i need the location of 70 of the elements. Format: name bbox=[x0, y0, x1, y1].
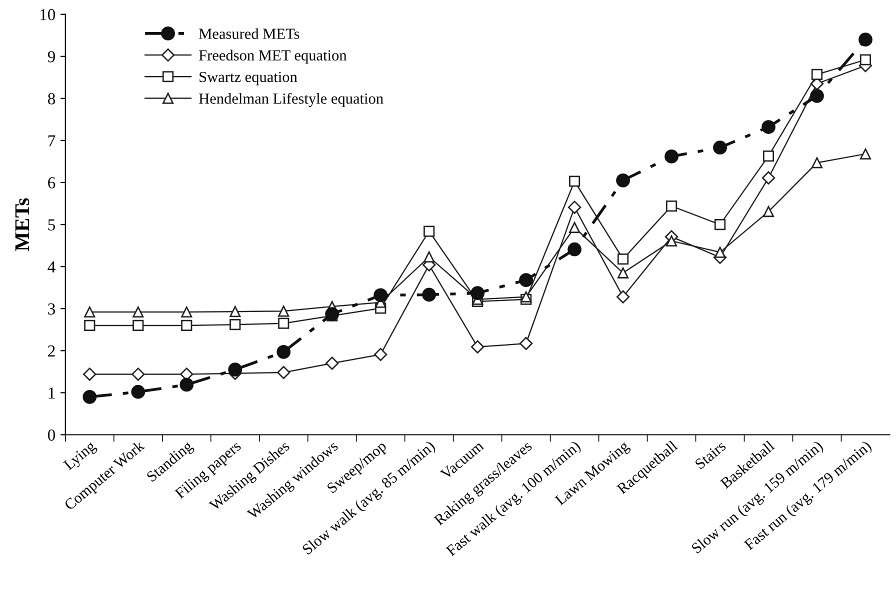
point bbox=[374, 348, 388, 362]
point bbox=[230, 319, 241, 330]
point bbox=[278, 306, 290, 317]
point bbox=[713, 140, 727, 155]
point bbox=[664, 150, 678, 164]
point bbox=[762, 120, 776, 134]
point bbox=[617, 253, 629, 265]
point bbox=[325, 307, 340, 322]
y-tick-label: 6 bbox=[48, 177, 56, 188]
point bbox=[131, 384, 146, 399]
point bbox=[422, 288, 436, 302]
point bbox=[858, 32, 872, 47]
point bbox=[424, 251, 435, 262]
point bbox=[470, 340, 484, 354]
legend-label: Measured METs bbox=[199, 28, 300, 39]
y-tick-label: 0 bbox=[48, 429, 56, 441]
point bbox=[616, 173, 630, 188]
point bbox=[82, 390, 97, 404]
point bbox=[374, 288, 388, 302]
point bbox=[714, 218, 726, 230]
point bbox=[181, 306, 192, 318]
y-tick-label: 5 bbox=[48, 219, 56, 230]
point bbox=[762, 150, 774, 162]
point bbox=[520, 291, 532, 302]
y-tick-label: 2 bbox=[48, 345, 55, 356]
y-axis-title: METs bbox=[15, 198, 30, 252]
y-tick-label: 10 bbox=[40, 9, 56, 20]
point bbox=[424, 226, 435, 237]
point bbox=[230, 306, 241, 318]
point bbox=[519, 336, 533, 350]
point bbox=[810, 88, 824, 103]
point bbox=[811, 157, 823, 168]
point bbox=[811, 68, 823, 80]
point bbox=[568, 222, 580, 234]
point bbox=[326, 356, 339, 370]
point bbox=[666, 200, 678, 212]
legend-label: Freedson MET equation bbox=[199, 50, 347, 64]
point bbox=[568, 242, 582, 256]
y-tick-label: 8 bbox=[48, 93, 56, 104]
point bbox=[616, 290, 630, 304]
point bbox=[132, 320, 144, 331]
y-tick-label: 3 bbox=[48, 303, 56, 315]
point bbox=[714, 246, 726, 258]
point bbox=[519, 273, 533, 287]
point bbox=[568, 200, 582, 214]
point bbox=[278, 318, 290, 329]
point bbox=[180, 378, 194, 392]
point bbox=[132, 368, 145, 381]
point bbox=[132, 306, 144, 318]
point bbox=[470, 286, 485, 300]
point bbox=[860, 148, 872, 160]
y-tick-label: 4 bbox=[48, 261, 56, 272]
point bbox=[666, 235, 678, 246]
y-tick-label: 9 bbox=[48, 51, 56, 62]
point bbox=[277, 366, 290, 380]
legend-label: Swartz equation bbox=[200, 72, 298, 86]
point bbox=[762, 171, 776, 184]
point bbox=[84, 306, 96, 318]
point bbox=[84, 320, 96, 331]
point bbox=[228, 362, 242, 377]
point bbox=[568, 176, 580, 187]
y-tick-label: 7 bbox=[48, 135, 56, 146]
point bbox=[181, 320, 192, 331]
point bbox=[83, 368, 96, 381]
legend-label: Hendelman Lifestyle equation bbox=[199, 92, 384, 107]
y-tick-label: 1 bbox=[48, 387, 55, 398]
point bbox=[762, 206, 774, 218]
point bbox=[860, 54, 872, 66]
point bbox=[617, 267, 629, 278]
point bbox=[276, 344, 291, 359]
